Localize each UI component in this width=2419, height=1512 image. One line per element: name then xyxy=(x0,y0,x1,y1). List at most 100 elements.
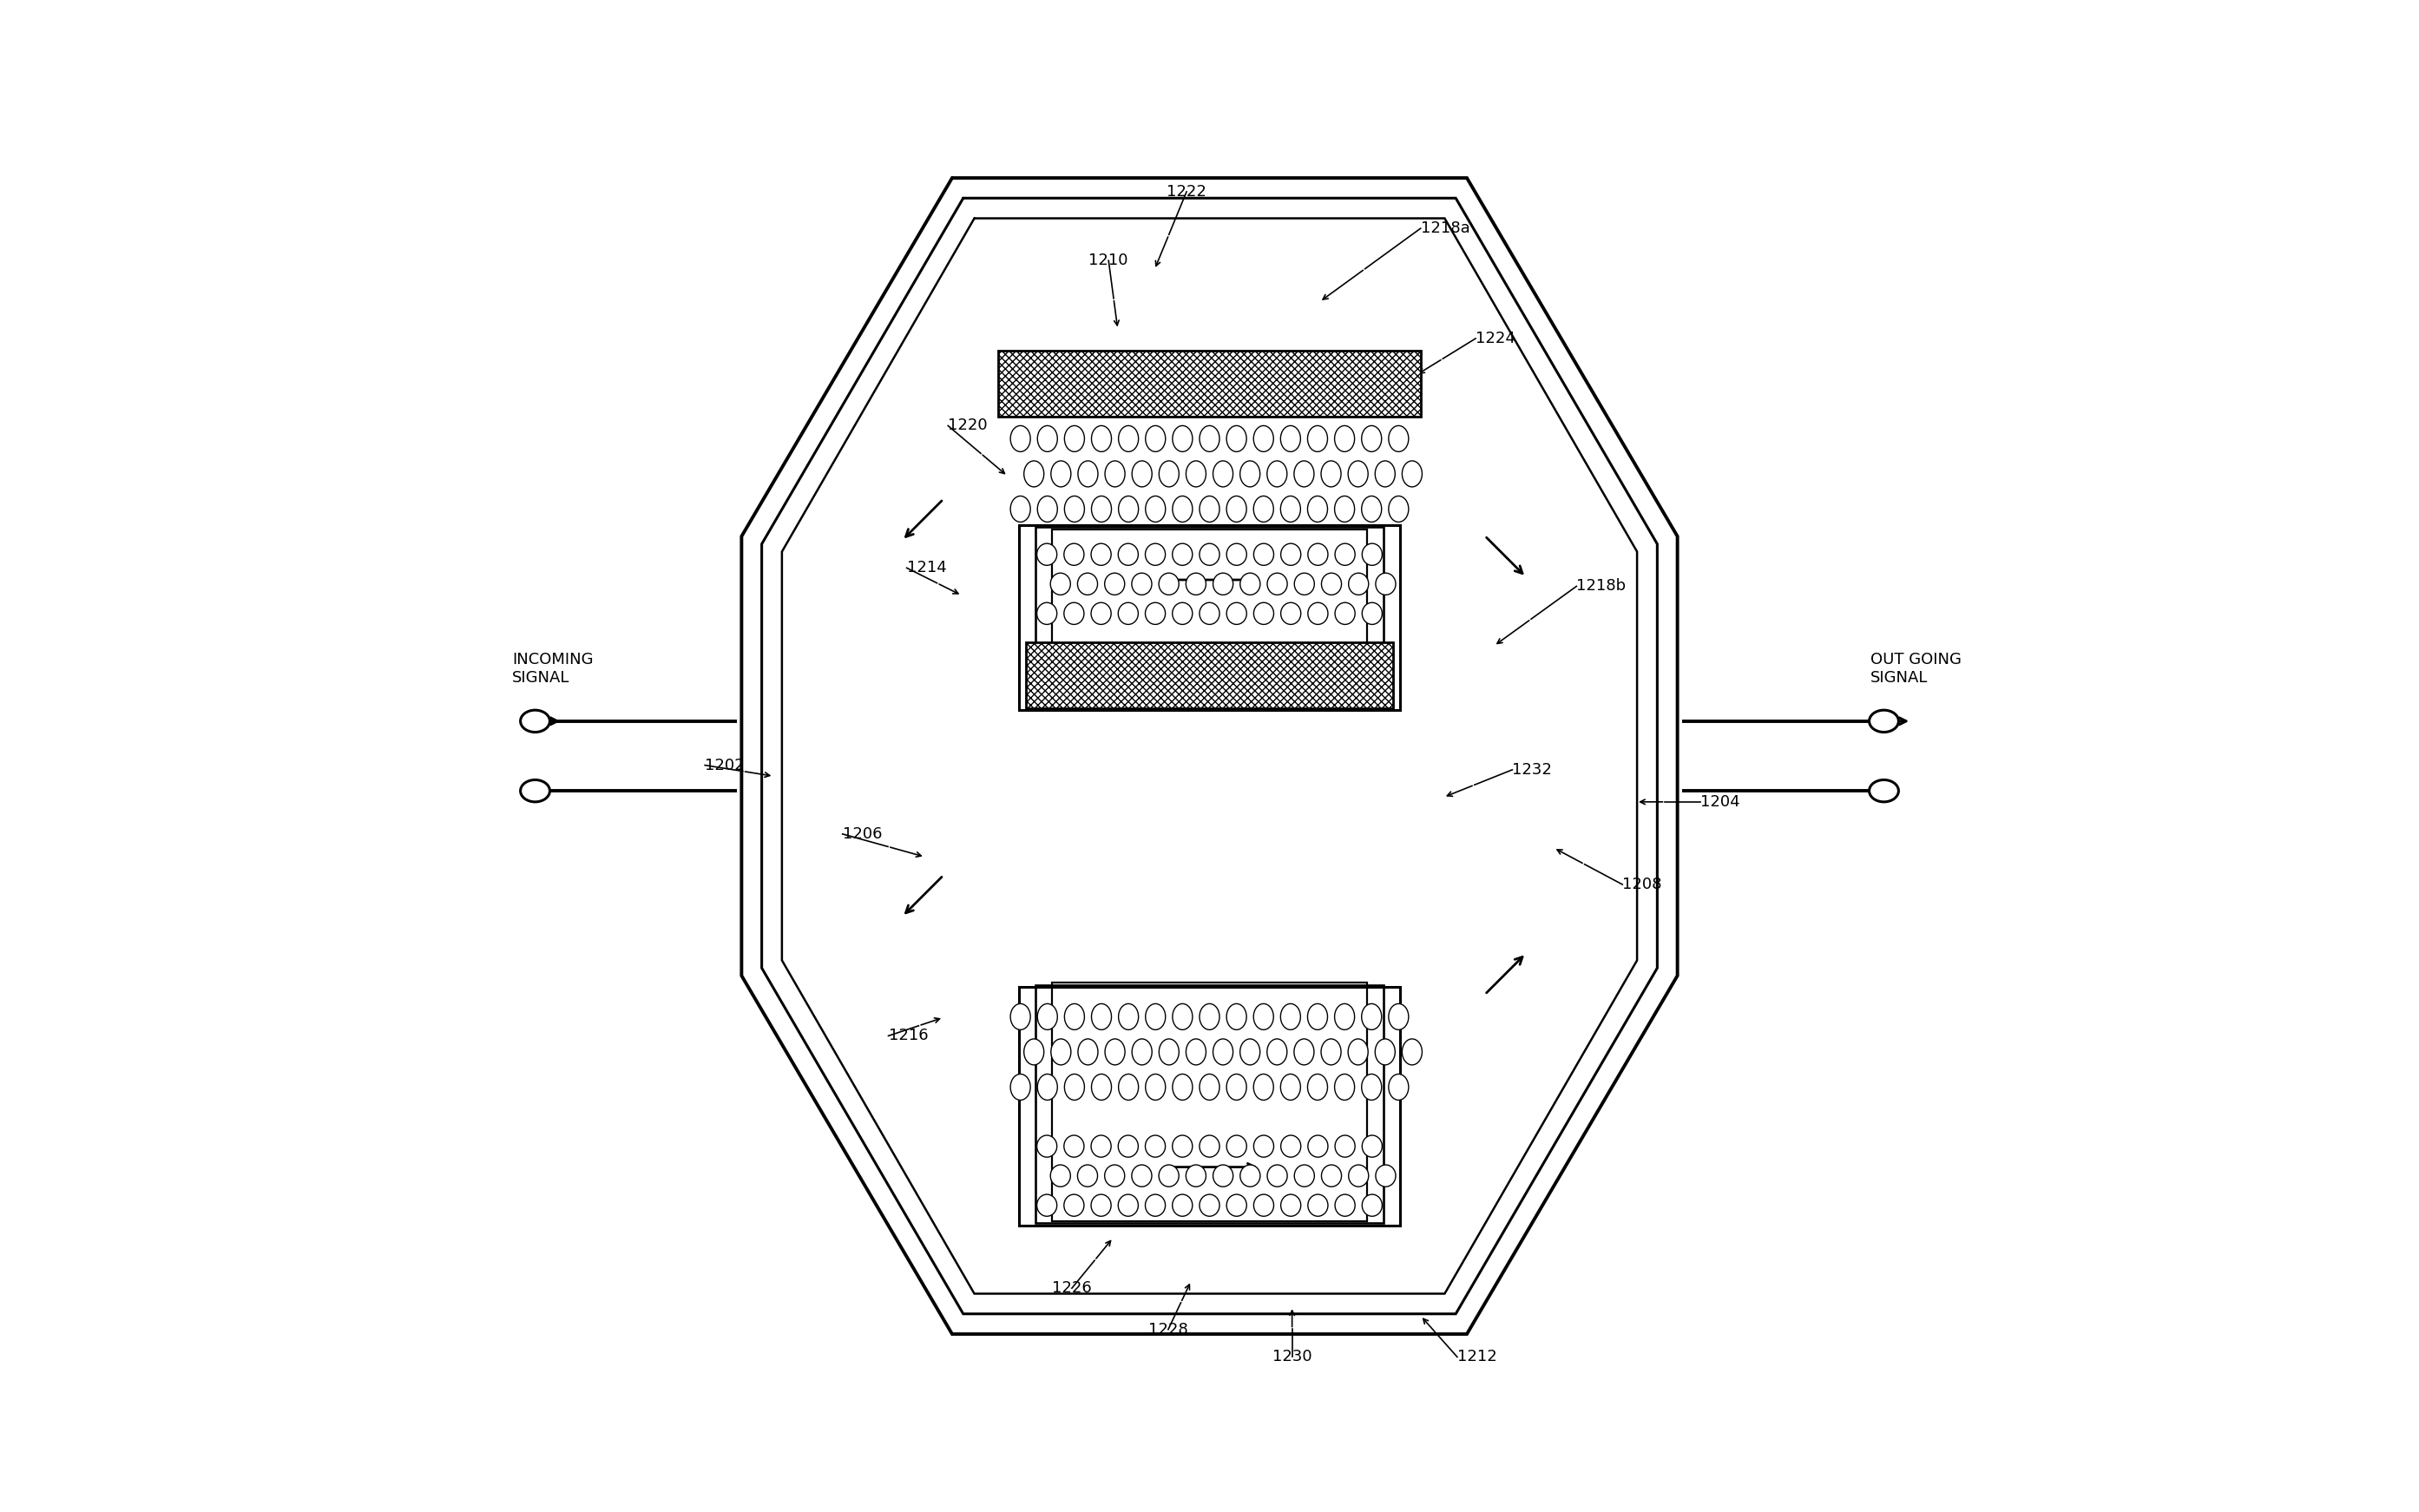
Ellipse shape xyxy=(1294,1039,1314,1064)
Ellipse shape xyxy=(1403,1039,1422,1064)
Ellipse shape xyxy=(1280,1194,1301,1216)
Ellipse shape xyxy=(1050,1039,1072,1064)
Ellipse shape xyxy=(1335,1194,1355,1216)
Ellipse shape xyxy=(1011,1074,1030,1101)
Ellipse shape xyxy=(1347,461,1369,487)
Ellipse shape xyxy=(1038,1074,1057,1101)
Ellipse shape xyxy=(1280,603,1301,624)
Ellipse shape xyxy=(1185,1164,1207,1187)
Ellipse shape xyxy=(1870,711,1899,732)
Ellipse shape xyxy=(1038,426,1057,452)
Ellipse shape xyxy=(1038,1004,1057,1030)
Ellipse shape xyxy=(1280,1004,1301,1030)
Ellipse shape xyxy=(1321,1164,1343,1187)
Ellipse shape xyxy=(1347,1039,1369,1064)
Ellipse shape xyxy=(1309,426,1328,452)
Ellipse shape xyxy=(1335,1074,1355,1101)
Ellipse shape xyxy=(1173,1136,1193,1157)
Ellipse shape xyxy=(1226,1194,1246,1216)
Ellipse shape xyxy=(1200,1194,1219,1216)
Ellipse shape xyxy=(1091,1004,1110,1030)
Ellipse shape xyxy=(1268,573,1287,594)
Ellipse shape xyxy=(1280,543,1301,565)
Text: 1214: 1214 xyxy=(907,559,946,576)
Ellipse shape xyxy=(1200,603,1219,624)
Ellipse shape xyxy=(1144,543,1166,565)
Ellipse shape xyxy=(1105,461,1125,487)
Ellipse shape xyxy=(1064,1074,1084,1101)
Ellipse shape xyxy=(1335,1004,1355,1030)
Bar xyxy=(1035,528,1384,708)
Ellipse shape xyxy=(1309,603,1328,624)
Ellipse shape xyxy=(520,711,549,732)
Ellipse shape xyxy=(1064,1004,1084,1030)
Text: 1222: 1222 xyxy=(1166,184,1207,200)
Ellipse shape xyxy=(1144,1194,1166,1216)
Ellipse shape xyxy=(1212,1039,1234,1064)
Ellipse shape xyxy=(1321,461,1340,487)
Ellipse shape xyxy=(1079,1039,1098,1064)
Bar xyxy=(1052,983,1367,1220)
Ellipse shape xyxy=(1212,573,1234,594)
Text: 1224: 1224 xyxy=(1476,331,1514,346)
Ellipse shape xyxy=(1253,496,1272,522)
Ellipse shape xyxy=(1173,426,1193,452)
Ellipse shape xyxy=(1280,426,1301,452)
Ellipse shape xyxy=(1294,1164,1314,1187)
Ellipse shape xyxy=(1185,1039,1207,1064)
Ellipse shape xyxy=(1173,543,1193,565)
Ellipse shape xyxy=(1389,1004,1408,1030)
Ellipse shape xyxy=(1362,1004,1381,1030)
Ellipse shape xyxy=(1118,603,1139,624)
Ellipse shape xyxy=(1105,1039,1125,1064)
Bar xyxy=(1026,643,1393,708)
Ellipse shape xyxy=(1294,461,1314,487)
Ellipse shape xyxy=(1268,461,1287,487)
Ellipse shape xyxy=(1050,461,1072,487)
Ellipse shape xyxy=(1091,543,1110,565)
Ellipse shape xyxy=(1132,573,1151,594)
Ellipse shape xyxy=(1050,573,1072,594)
Ellipse shape xyxy=(1132,1164,1151,1187)
Ellipse shape xyxy=(1064,1194,1084,1216)
Ellipse shape xyxy=(1335,603,1355,624)
Ellipse shape xyxy=(1147,426,1166,452)
Ellipse shape xyxy=(1038,496,1057,522)
Ellipse shape xyxy=(1226,1004,1246,1030)
Ellipse shape xyxy=(1118,1074,1139,1101)
Ellipse shape xyxy=(1173,1004,1193,1030)
Text: 1220: 1220 xyxy=(948,417,987,434)
Ellipse shape xyxy=(1403,461,1422,487)
Ellipse shape xyxy=(1226,543,1246,565)
Ellipse shape xyxy=(1241,461,1260,487)
Ellipse shape xyxy=(1335,543,1355,565)
Ellipse shape xyxy=(1212,1164,1234,1187)
Ellipse shape xyxy=(1038,603,1057,624)
Ellipse shape xyxy=(1050,1164,1072,1187)
Ellipse shape xyxy=(1200,543,1219,565)
Text: INCOMING
SIGNAL: INCOMING SIGNAL xyxy=(513,652,593,685)
Ellipse shape xyxy=(1144,1136,1166,1157)
Ellipse shape xyxy=(1226,603,1246,624)
Text: 1210: 1210 xyxy=(1089,253,1127,268)
Ellipse shape xyxy=(1253,426,1272,452)
Ellipse shape xyxy=(1870,780,1899,801)
Ellipse shape xyxy=(1347,573,1369,594)
Ellipse shape xyxy=(1011,1004,1030,1030)
Ellipse shape xyxy=(1294,573,1314,594)
Ellipse shape xyxy=(1105,573,1125,594)
Ellipse shape xyxy=(1118,426,1139,452)
Ellipse shape xyxy=(1253,1194,1275,1216)
Ellipse shape xyxy=(1173,496,1193,522)
Ellipse shape xyxy=(1064,1136,1084,1157)
Ellipse shape xyxy=(1159,1164,1178,1187)
Ellipse shape xyxy=(1280,1074,1301,1101)
Ellipse shape xyxy=(1321,573,1343,594)
Ellipse shape xyxy=(1241,1039,1260,1064)
Ellipse shape xyxy=(1321,1039,1340,1064)
Ellipse shape xyxy=(1376,1164,1396,1187)
Ellipse shape xyxy=(1105,1164,1125,1187)
Text: 1212: 1212 xyxy=(1456,1349,1497,1365)
Ellipse shape xyxy=(1335,496,1355,522)
Text: 1232: 1232 xyxy=(1512,762,1553,777)
